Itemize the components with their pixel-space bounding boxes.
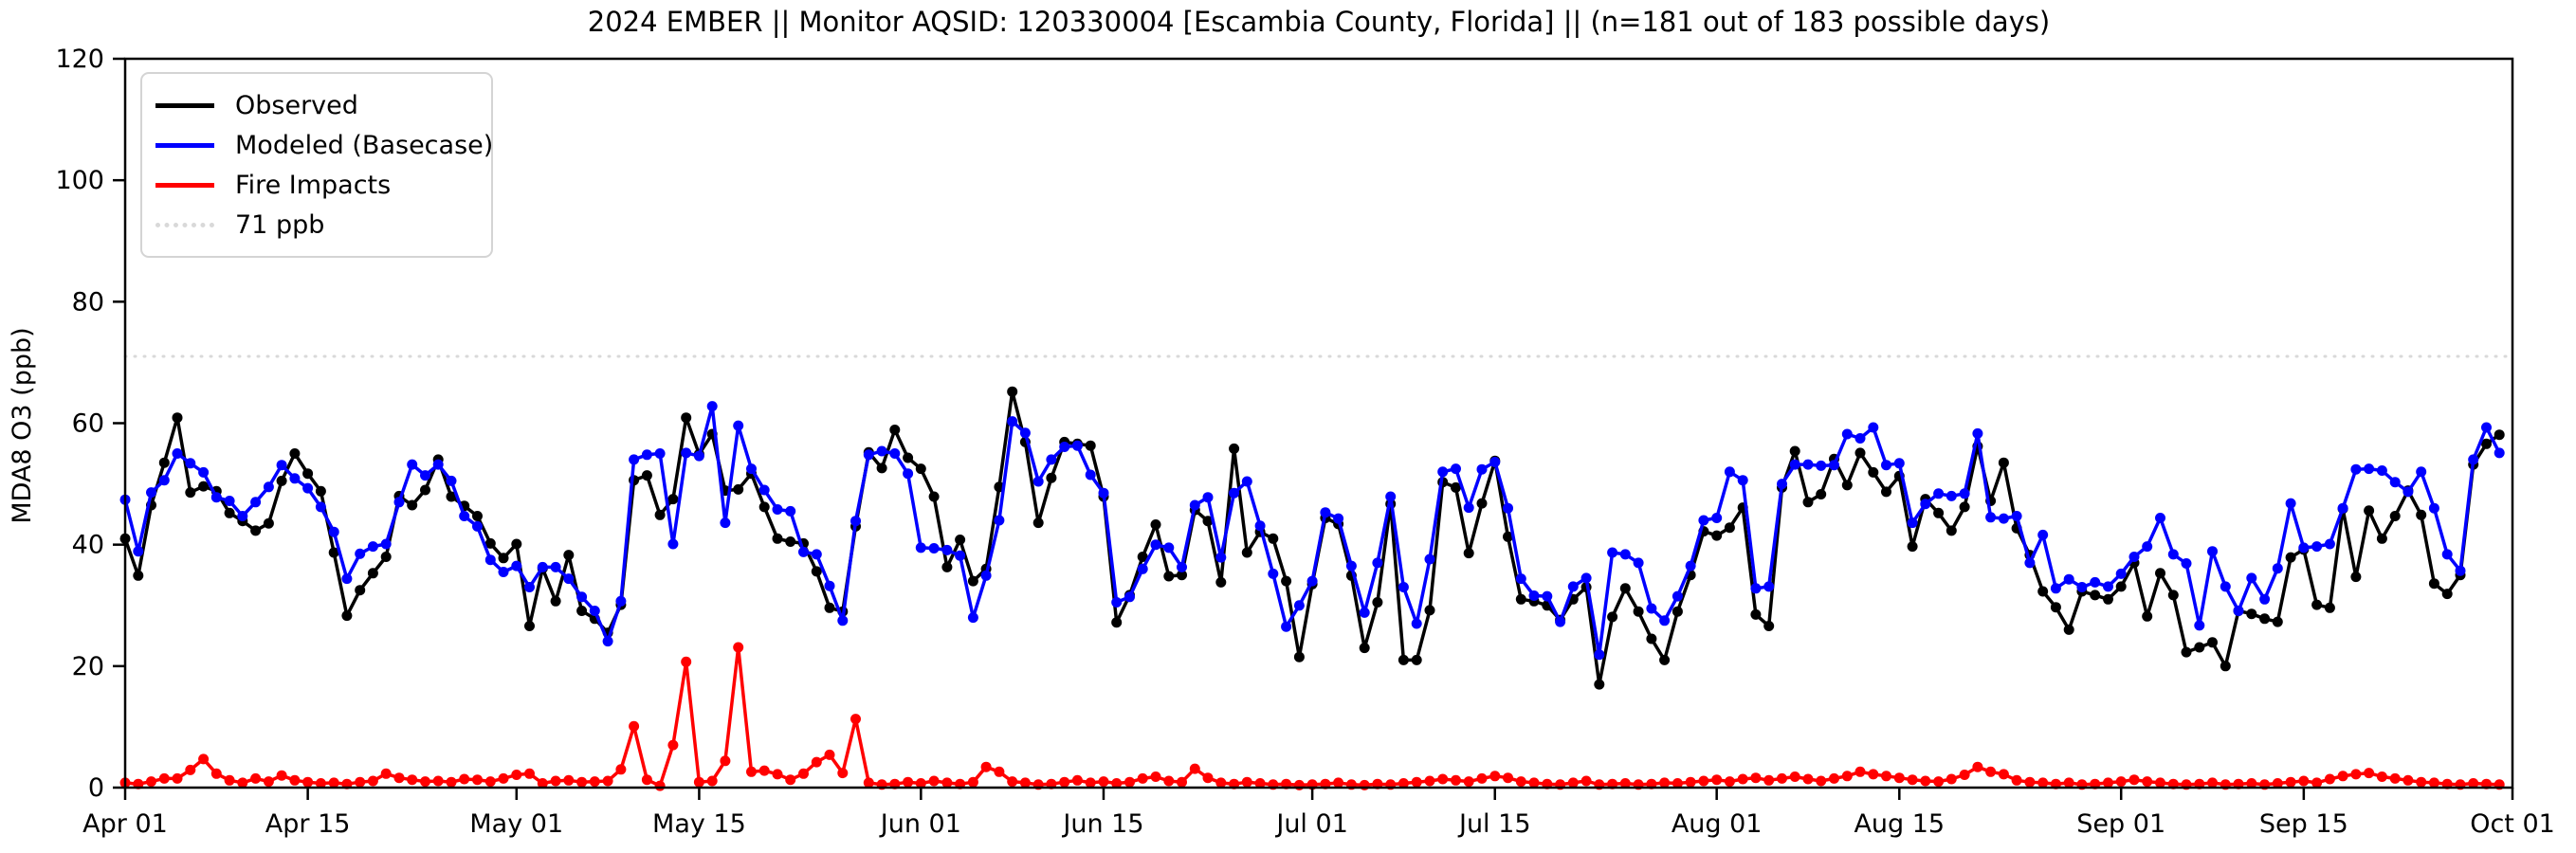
x-tick-label: Aug 01 <box>1672 809 1763 839</box>
series-modeled-basecase- <box>119 401 2505 661</box>
y-tick-label: 40 <box>72 531 104 560</box>
x-tick-label: May 01 <box>469 809 563 839</box>
y-tick-label: 20 <box>72 652 104 681</box>
legend-label-observed: Observed <box>235 90 358 120</box>
y-tick-label: 120 <box>55 45 104 74</box>
x-tick-label: Jul 15 <box>1457 809 1531 839</box>
chart-title: 2024 EMBER || Monitor AQSID: 120330004 [… <box>587 6 2051 38</box>
x-tick-label: Jun 01 <box>879 809 961 839</box>
x-tick-label: Sep 01 <box>2076 809 2165 839</box>
legend: Observed Modeled (Basecase) Fire Impacts… <box>140 72 493 258</box>
x-tick-label: Oct 01 <box>2470 809 2555 839</box>
y-tick-label: 0 <box>88 773 104 803</box>
observed-line-icon <box>155 102 214 108</box>
legend-label-threshold: 71 ppb <box>235 209 325 240</box>
series-observed <box>119 386 2505 690</box>
x-tick-label: Sep 15 <box>2259 809 2348 839</box>
legend-item-modeled: Modeled (Basecase) <box>155 125 493 165</box>
x-tick-label: May 15 <box>652 809 746 839</box>
fire-line-icon <box>155 182 214 188</box>
legend-label-fire: Fire Impacts <box>235 170 392 200</box>
series-fire-impacts <box>119 642 2505 791</box>
legend-item-observed: Observed <box>155 85 482 125</box>
modeled-line-icon <box>155 142 214 148</box>
y-tick-label: 100 <box>55 166 104 195</box>
y-axis-ticks: 0 20 40 60 80 100 120 <box>55 45 125 803</box>
x-tick-label: Apr 15 <box>265 809 351 839</box>
x-tick-label: Jul 01 <box>1274 809 1348 839</box>
legend-item-fire: Fire Impacts <box>155 165 482 205</box>
x-axis-ticks: Apr 01 Apr 15 May 01 May 15 Jun 01 Jun 15 Jul … <box>82 788 2555 839</box>
x-tick-label: Aug 15 <box>1854 809 1945 839</box>
x-tick-label: Jun 15 <box>1061 809 1143 839</box>
y-tick-label: 60 <box>72 409 104 439</box>
legend-label-modeled: Modeled (Basecase) <box>235 130 494 160</box>
y-tick-label: 80 <box>72 287 104 317</box>
legend-item-threshold: 71 ppb <box>155 205 482 245</box>
x-tick-label: Apr 01 <box>82 809 168 839</box>
threshold-line-icon <box>155 222 214 227</box>
